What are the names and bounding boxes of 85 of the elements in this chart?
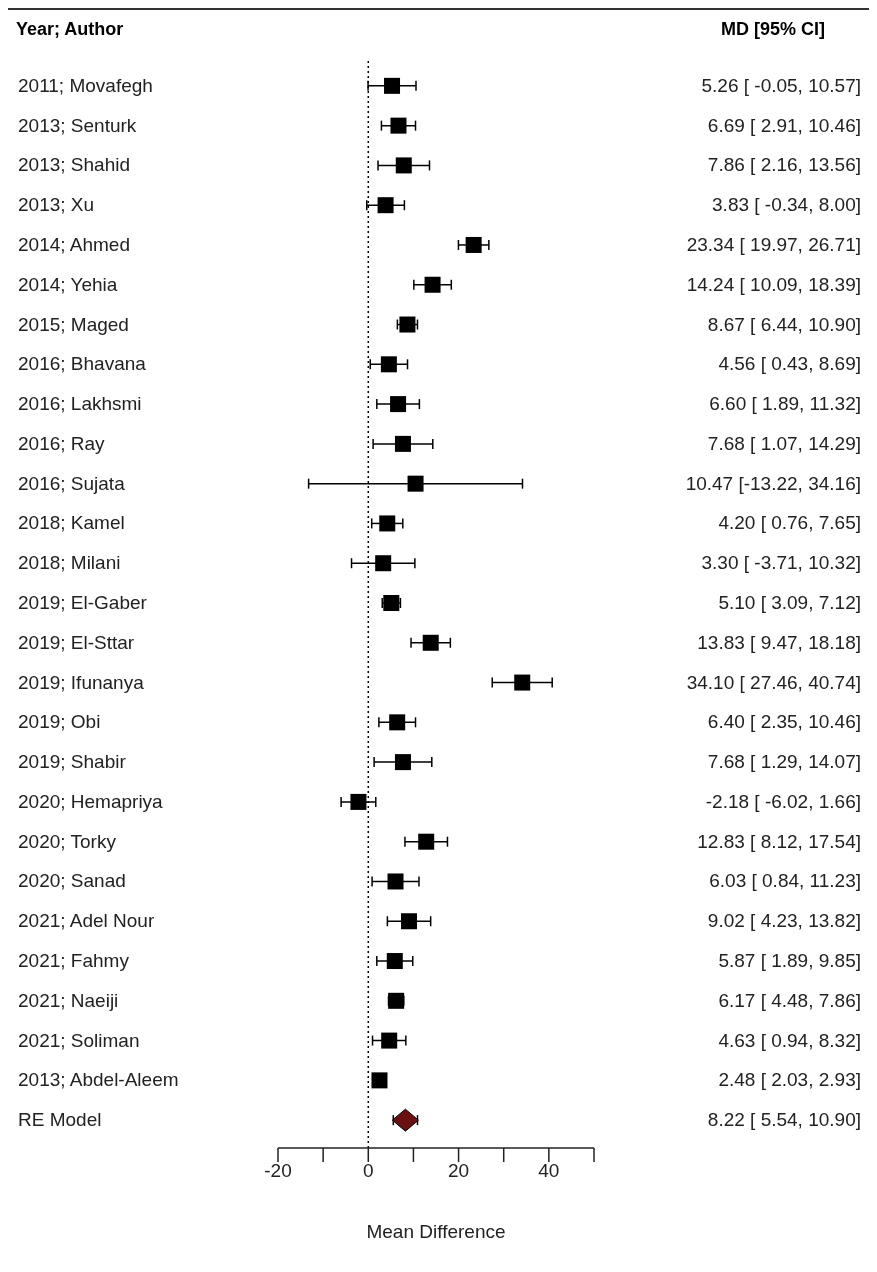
data-label: 5.10 [ 3.09, 7.12] — [718, 592, 861, 613]
x-tick-label: -20 — [264, 1160, 292, 1182]
y-tick-label: 2018; Kamel — [18, 512, 125, 534]
point — [380, 356, 397, 373]
data-label: 13.83 [ 9.47, 18.18] — [697, 631, 861, 653]
point — [394, 435, 411, 452]
y-tick-label: 2020; Hemapriya — [18, 790, 164, 812]
data-label: 3.30 [ -3.71, 10.32] — [701, 552, 861, 574]
point — [391, 1108, 419, 1132]
y-tick-label: 2013; Abdel-Aleem — [18, 1069, 179, 1091]
y-tick-label: 2021; Adel Nour — [18, 910, 155, 932]
y-tick-label: 2013; Senturk — [18, 114, 137, 136]
y-tick-label: 2014; Yehia — [18, 273, 118, 295]
point — [401, 913, 418, 930]
data-label: 4.63 [ 0.94, 8.32] — [718, 1029, 861, 1051]
y-tick-label: 2019; Shabir — [18, 751, 127, 773]
y-tick-label: 2021; Naeiji — [18, 989, 119, 1011]
x-tick-label: 40 — [538, 1160, 560, 1182]
y-tick-label: 2020; Sanad — [18, 870, 126, 892]
y-tick-label: 2015; Maged — [18, 313, 129, 335]
data-label: 9.02 [ 4.23, 13.82] — [707, 910, 861, 932]
data-label: 7.86 [ 2.16, 13.56] — [707, 154, 861, 176]
y-tick-label: 2021; Soliman — [18, 1029, 140, 1051]
point — [377, 197, 394, 214]
point — [407, 475, 424, 492]
data-label: 34.10 [ 27.46, 40.74] — [686, 671, 861, 693]
y-tick-label: 2018; Milani — [18, 552, 121, 574]
data-label: 7.68 [ 1.29, 14.07] — [707, 751, 861, 773]
y-tick-label: 2019; Obi — [18, 711, 101, 733]
data-label: 23.34 [ 19.97, 26.71] — [686, 233, 861, 255]
data-label: 7.68 [ 1.07, 14.29] — [707, 432, 861, 454]
y-tick-label: 2016; Lakhsmi — [18, 393, 142, 415]
data-label: 6.03 [ 0.84, 11.23] — [709, 870, 861, 892]
point — [379, 515, 396, 532]
y-tick-label: RE Model — [18, 1109, 102, 1131]
y-tick-label: 2019; Ifunanya — [18, 671, 145, 693]
point — [371, 1072, 388, 1089]
data-label: 8.67 [ 6.44, 10.90] — [707, 313, 861, 335]
data-label: 6.60 [ 1.89, 11.32] — [709, 393, 861, 415]
y-tick-label: 2013; Shahid — [18, 154, 130, 176]
point — [394, 754, 411, 771]
point — [386, 953, 403, 970]
point — [390, 117, 407, 134]
y-tick-label: 2011; Movafegh — [18, 74, 153, 96]
point — [387, 873, 404, 890]
data-label: 12.83 [ 8.12, 17.54] — [697, 830, 861, 852]
point — [389, 714, 406, 731]
y-tick-label: 2016; Ray — [18, 432, 106, 454]
point — [424, 276, 441, 293]
data-label: 6.69 [ 2.91, 10.46] — [707, 114, 861, 136]
data-label: -2.18 [ -6.02, 1.66] — [705, 790, 861, 812]
y-tick-label: 2021; Fahmy — [18, 950, 130, 972]
point — [465, 236, 482, 253]
y-tick-label: 2020; Torky — [18, 830, 117, 852]
data-label: 4.20 [ 0.76, 7.65] — [718, 512, 861, 534]
point — [350, 793, 367, 810]
data-label: 6.17 [ 4.48, 7.86] — [718, 989, 861, 1011]
y-tick-label: 2013; Xu — [18, 194, 95, 216]
y-tick-label: 2016; Bhavana — [18, 353, 147, 375]
point — [418, 833, 435, 850]
data-label: 10.47 [-13.22, 34.16] — [685, 472, 861, 494]
y-tick-label: 2019; El-Gaber — [18, 592, 148, 613]
data-label: 2.48 [ 2.03, 2.93] — [718, 1069, 861, 1091]
point — [422, 634, 439, 651]
point — [395, 157, 412, 174]
text: 8.22 [ 5.54, 10.90] — [707, 1109, 861, 1131]
y-tick-label: 2019; El-Sttar — [18, 631, 135, 653]
data-label: 5.87 [ 1.89, 9.85] — [718, 950, 861, 972]
data-label: 5.26 [ -0.05, 10.57] — [701, 74, 861, 96]
data-label: 4.56 [ 0.43, 8.69] — [718, 353, 861, 375]
data-label: 3.83 [ -0.34, 8.00] — [712, 194, 861, 216]
y-tick-label: 2014; Ahmed — [18, 233, 130, 255]
data-label: 6.40 [ 2.35, 10.46] — [707, 711, 861, 733]
y-axis-title: Year; Author — [16, 18, 124, 40]
point — [384, 77, 401, 94]
point — [375, 555, 392, 572]
point — [514, 674, 531, 691]
x-axis-title: Mean Difference — [366, 1221, 506, 1242]
point — [381, 1032, 398, 1049]
data-label: 14.24 [ 10.09, 18.39] — [686, 273, 861, 295]
x-tick-label: 20 — [448, 1160, 470, 1182]
point — [390, 396, 407, 413]
text: MD [95% CI] — [720, 18, 825, 40]
x-tick-label: 0 — [363, 1160, 374, 1182]
y-tick-label: 2016; Sujata — [18, 472, 126, 494]
